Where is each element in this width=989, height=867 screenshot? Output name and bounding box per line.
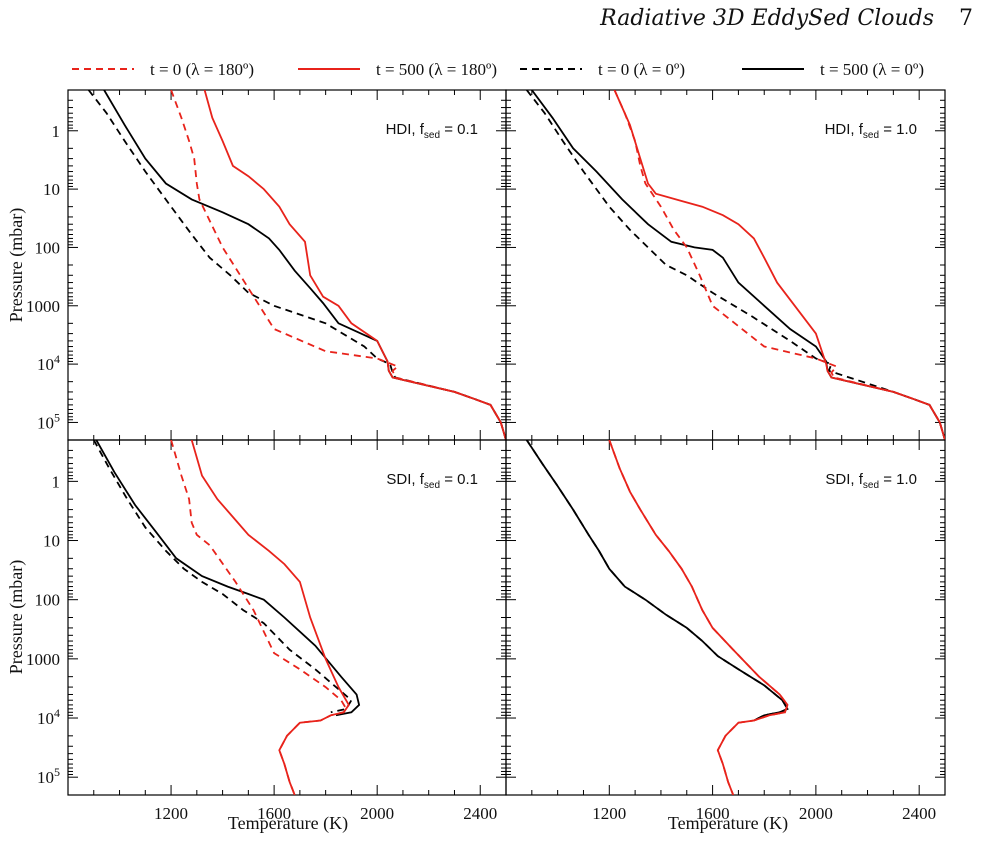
x-tick-label: 2400	[463, 804, 497, 823]
panel-frame	[505, 439, 946, 796]
y-tick-label: 105	[37, 410, 60, 432]
y-tick-label: 105	[37, 765, 60, 787]
series-line-3	[95, 440, 361, 717]
series-line-2	[525, 440, 789, 722]
x-tick-label: 2000	[360, 804, 394, 823]
panel-bottom-left: 1 10 100 1000 104 105 1200 1600 2000 2400 SDI, fse…	[26, 439, 507, 823]
x-tick-label: 1600	[257, 804, 291, 823]
legend: t = 0 (λ = 180º) t = 500 (λ = 180º) t = 0 …	[72, 60, 924, 79]
series-line-1	[190, 440, 350, 795]
x-axis-label: Temperature (K)	[668, 813, 788, 834]
panel-frame	[67, 89, 507, 441]
x-tick-label: 1600	[696, 804, 730, 823]
y-tick-label: 1000	[26, 650, 60, 669]
x-tick-label: 2000	[799, 804, 833, 823]
y-axis-label: Pressure (mbar)	[6, 560, 27, 674]
panels: 1 10 100 1000 104 105 HDI, fsed = 0.1 HDI, fsed…	[26, 89, 946, 823]
x-tick-label: 1200	[592, 804, 626, 823]
page-header: Radiative 3D EddySed Clouds 7	[0, 0, 989, 40]
y-tick-label: 1000	[26, 297, 60, 316]
x-tick-label: 1200	[154, 804, 188, 823]
legend-label-2: t = 0 (λ = 0º)	[598, 60, 685, 79]
panel-top-right: HDI, fsed = 1.0	[505, 89, 946, 441]
panel-frame	[505, 89, 946, 441]
series-line-3	[525, 440, 789, 722]
y-tick-label: 10	[43, 532, 60, 551]
series-line-2	[93, 440, 353, 714]
series-line-2	[525, 90, 945, 440]
series-line-3	[531, 90, 945, 440]
y-tick-label: 1	[52, 472, 61, 491]
legend-label-0: t = 0 (λ = 180º)	[150, 60, 254, 79]
y-tick-label: 100	[35, 591, 61, 610]
y-tick-label: 1	[52, 122, 61, 141]
panel-annotation: SDI, fsed = 0.1	[386, 471, 478, 491]
y-axis-label: Pressure (mbar)	[6, 208, 27, 322]
panel-frame	[67, 439, 507, 796]
x-axis-label: Temperature (K)	[228, 813, 348, 834]
series-line-1	[203, 90, 506, 440]
panel-annotation: HDI, fsed = 0.1	[386, 121, 478, 141]
legend-label-1: t = 500 (λ = 180º)	[376, 60, 497, 79]
x-tick-label: 2400	[902, 804, 936, 823]
page-number: 7	[959, 6, 973, 31]
series-line-1	[613, 90, 945, 440]
y-tick-label: 10	[43, 180, 60, 199]
y-tick-label: 100	[35, 238, 61, 257]
panel-annotation: SDI, fsed = 1.0	[825, 471, 917, 491]
series-line-0	[170, 90, 506, 440]
running-title: Radiative 3D EddySed Clouds	[600, 6, 934, 31]
panel-annotation: HDI, fsed = 1.0	[825, 121, 917, 141]
y-tick-label: 104	[37, 352, 60, 374]
series-line-2	[87, 90, 506, 440]
series-line-0	[613, 90, 945, 440]
series-line-1	[608, 440, 789, 795]
y-tick-label: 104	[37, 706, 60, 728]
legend-label-3: t = 500 (λ = 0º)	[820, 60, 924, 79]
series-line-0	[170, 440, 348, 795]
series-line-0	[608, 440, 789, 795]
panel-top-left: 1 10 100 1000 104 105 HDI, fsed = 0.1	[26, 89, 507, 441]
axis-labels: Temperature (K) Temperature (K) Pressure (…	[6, 208, 788, 834]
series-line-3	[103, 90, 506, 440]
panel-bottom-right: 1200 1600 2000 2400 SDI, fsed = 1.0	[505, 439, 946, 823]
